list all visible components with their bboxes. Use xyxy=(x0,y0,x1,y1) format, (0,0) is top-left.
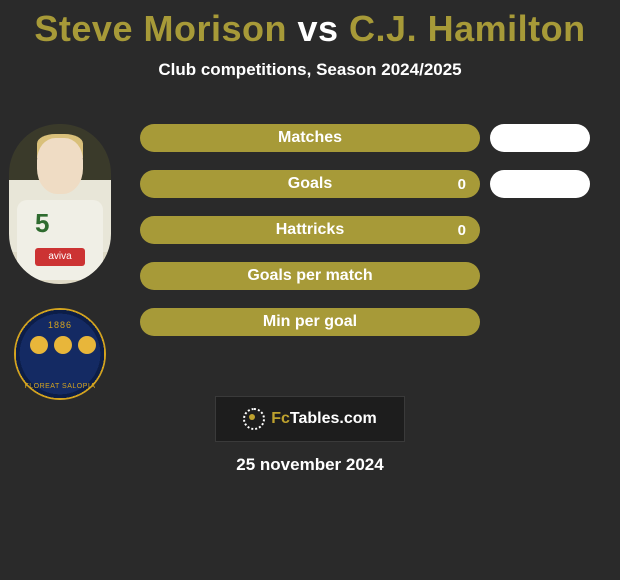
player2-pills xyxy=(490,124,590,354)
stat-bar-goals: Goals 0 xyxy=(140,170,480,198)
p2-pill-goals xyxy=(490,170,590,198)
shirt-sponsor: aviva xyxy=(35,248,85,266)
stat-label: Min per goal xyxy=(263,313,357,331)
shirt-number: 5 xyxy=(35,208,49,239)
stat-label: Matches xyxy=(278,129,342,147)
title-vs: vs xyxy=(297,8,338,49)
stat-bar-goals-per-match: Goals per match xyxy=(140,262,480,290)
stat-bars: Matches Goals 0 Hattricks 0 Goals per ma… xyxy=(140,124,480,354)
badge-lion-icon xyxy=(30,336,48,354)
fctables-icon xyxy=(243,408,265,430)
subtitle: Club competitions, Season 2024/2025 xyxy=(0,60,620,80)
badge-motto: FLOREAT SALOPIA xyxy=(14,383,106,390)
stat-bar-matches: Matches xyxy=(140,124,480,152)
brand-text: FcTables.com xyxy=(271,410,377,428)
player2-name: C.J. Hamilton xyxy=(349,8,586,49)
stat-label: Hattricks xyxy=(276,221,344,239)
stat-label: Goals per match xyxy=(247,267,372,285)
badge-year: 1886 xyxy=(14,320,106,330)
brand-logo: FcTables.com xyxy=(215,396,405,442)
player1-name: Steve Morison xyxy=(34,8,287,49)
comparison-title: Steve Morison vs C.J. Hamilton xyxy=(0,0,620,50)
club-badge: 1886 FLOREAT SALOPIA xyxy=(14,308,106,400)
stat-value: 0 xyxy=(458,176,466,193)
stat-bar-min-per-goal: Min per goal xyxy=(140,308,480,336)
p2-pill-matches xyxy=(490,124,590,152)
stat-bar-hattricks: Hattricks 0 xyxy=(140,216,480,244)
left-column: 5 aviva 1886 FLOREAT SALOPIA xyxy=(9,124,111,400)
badge-lion-icon xyxy=(54,336,72,354)
player-photo: 5 aviva xyxy=(9,124,111,284)
badge-lion-icon xyxy=(78,336,96,354)
stat-value: 0 xyxy=(458,222,466,239)
snapshot-date: 25 november 2024 xyxy=(0,455,620,475)
stat-label: Goals xyxy=(288,175,332,193)
